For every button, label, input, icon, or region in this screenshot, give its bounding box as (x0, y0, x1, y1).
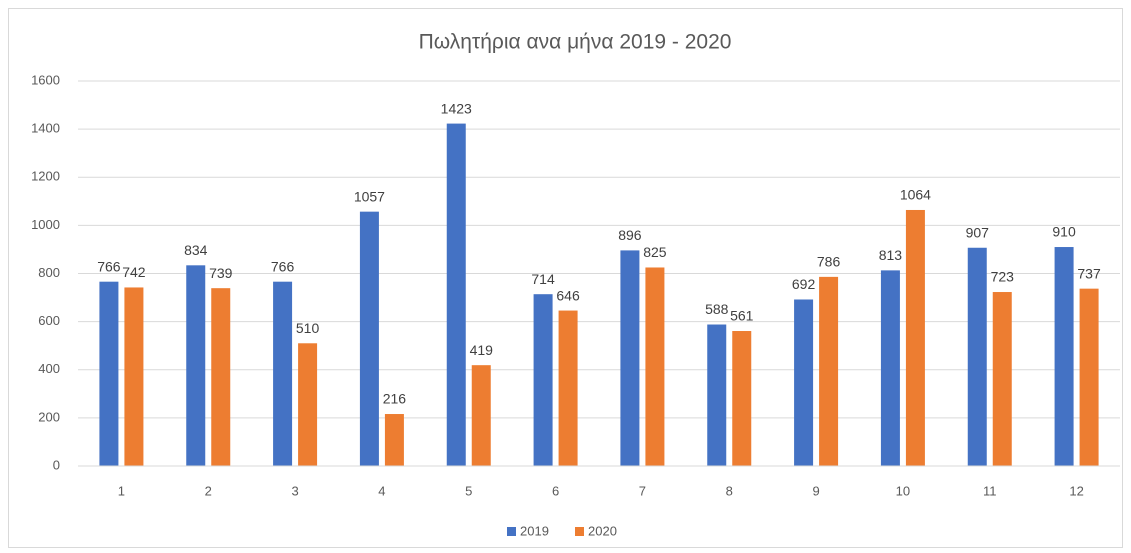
data-label: 1057 (354, 188, 385, 204)
bar (992, 292, 1012, 466)
bar (471, 365, 491, 466)
bar (967, 247, 987, 466)
bar (620, 250, 640, 466)
data-label: 646 (556, 287, 580, 303)
data-label: 813 (879, 247, 903, 263)
legend-swatch (575, 527, 584, 536)
data-label: 692 (792, 276, 816, 292)
legend-label: 2019 (520, 523, 549, 538)
data-label: 786 (817, 254, 841, 270)
bar (359, 211, 379, 466)
bar (446, 123, 466, 466)
data-label: 1423 (441, 100, 472, 116)
x-tick-label: 3 (291, 483, 298, 498)
bar (533, 294, 553, 466)
bar (1054, 247, 1074, 466)
x-tick-label: 7 (639, 483, 646, 498)
bar (794, 299, 814, 466)
y-tick-label: 600 (38, 313, 60, 328)
y-tick-label: 200 (38, 409, 60, 424)
data-label: 766 (97, 258, 121, 274)
data-label: 896 (618, 227, 642, 243)
y-tick-label: 1000 (31, 217, 60, 232)
y-tick-label: 0 (53, 457, 60, 472)
bar (819, 276, 839, 466)
data-label: 588 (705, 301, 729, 317)
bar (298, 343, 318, 466)
chart-border (8, 8, 1123, 548)
bar (186, 265, 206, 466)
data-label: 419 (470, 342, 494, 358)
y-tick-label: 1200 (31, 169, 60, 184)
data-label: 742 (122, 264, 146, 280)
y-tick-label: 400 (38, 361, 60, 376)
data-label: 723 (991, 269, 1015, 285)
data-label: 561 (730, 308, 754, 324)
legend-swatch (507, 527, 516, 536)
x-tick-label: 1 (118, 483, 125, 498)
data-label: 739 (209, 265, 233, 281)
x-tick-label: 6 (552, 483, 559, 498)
x-tick-label: 11 (983, 483, 997, 498)
x-tick-label: 4 (378, 483, 385, 498)
y-tick-label: 1400 (31, 121, 60, 136)
bar (99, 281, 119, 466)
y-tick-label: 800 (38, 265, 60, 280)
x-tick-label: 2 (205, 483, 212, 498)
data-label: 1064 (900, 187, 931, 203)
bar (124, 287, 144, 466)
data-label: 907 (966, 224, 990, 240)
chart-title: Πωλητήρια ανα μήνα 2019 - 2020 (419, 31, 732, 54)
data-label: 834 (184, 242, 208, 258)
data-label: 766 (271, 258, 295, 274)
x-tick-label: 10 (896, 483, 910, 498)
bar (558, 310, 578, 466)
y-tick-label: 1600 (31, 72, 60, 87)
bar (905, 209, 925, 466)
data-label: 737 (1077, 265, 1101, 281)
bar (645, 267, 665, 466)
data-label: 714 (531, 271, 555, 287)
data-label: 510 (296, 320, 320, 336)
bar (384, 414, 404, 466)
data-label: 910 (1052, 224, 1076, 240)
bar (880, 270, 900, 466)
bar (273, 281, 293, 466)
bar (732, 331, 752, 466)
data-label: 825 (643, 244, 667, 260)
x-tick-label: 12 (1069, 483, 1083, 498)
x-tick-label: 8 (726, 483, 733, 498)
x-tick-label: 5 (465, 483, 472, 498)
bar (707, 324, 727, 466)
bar (1079, 288, 1099, 466)
bar (211, 288, 231, 466)
data-label: 216 (383, 391, 407, 407)
legend-label: 2020 (588, 523, 617, 538)
x-tick-label: 9 (812, 483, 819, 498)
